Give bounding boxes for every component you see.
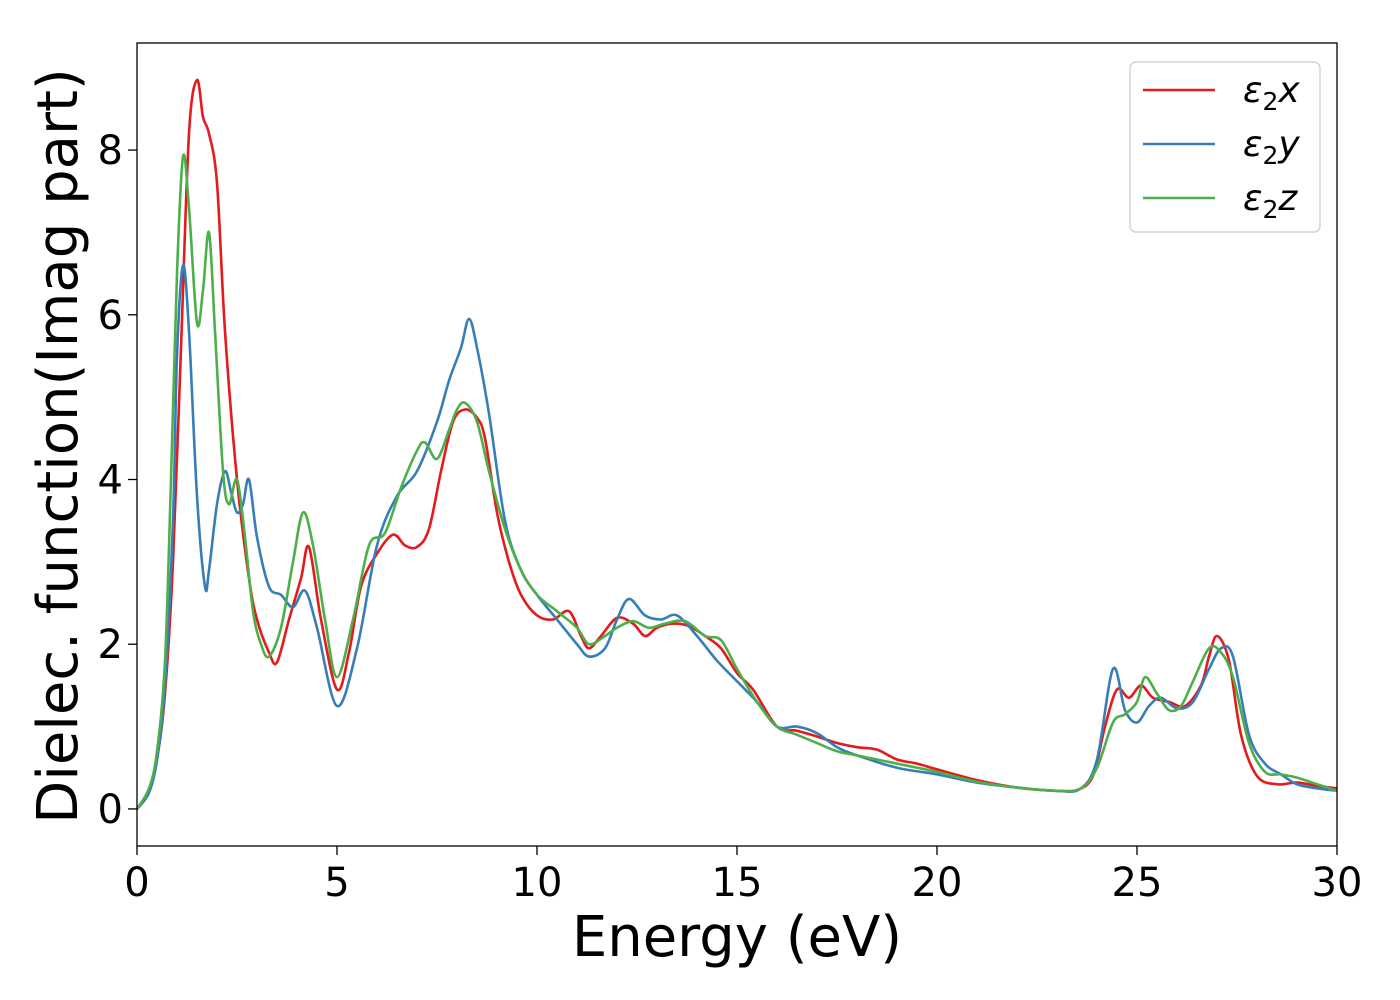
y-tick-label: 4: [98, 458, 123, 504]
x-axis: 0 5 10 15 20 25 30: [124, 846, 1362, 906]
legend-label-y: ε2y: [1243, 124, 1300, 170]
y-tick-label: 2: [98, 622, 123, 668]
legend-box: [1129, 61, 1321, 233]
x-tick-label: 25: [1112, 860, 1163, 906]
legend-label-z: ε2z: [1243, 178, 1298, 224]
series-line-y: [137, 263, 1337, 811]
x-tick-label: 15: [712, 860, 763, 906]
y-tick-label: 6: [98, 293, 123, 339]
legend: ε2x ε2y ε2z: [1129, 61, 1321, 233]
y-tick-label: 8: [98, 128, 123, 174]
y-axis-title: Dielec. function(Imag part): [26, 68, 91, 824]
x-tick-label: 10: [512, 860, 563, 906]
y-axis: 0 2 4 6 8: [98, 128, 137, 833]
x-tick-label: 20: [912, 860, 963, 906]
x-tick-label: 30: [1312, 860, 1363, 906]
series-layer: [137, 78, 1337, 811]
series-line-z: [137, 153, 1337, 811]
legend-label-x: ε2x: [1243, 70, 1300, 116]
x-tick-label: 0: [124, 860, 149, 906]
y-tick-label: 0: [98, 787, 123, 833]
x-axis-title: Energy (eV): [572, 905, 902, 970]
x-tick-label: 5: [324, 860, 349, 906]
